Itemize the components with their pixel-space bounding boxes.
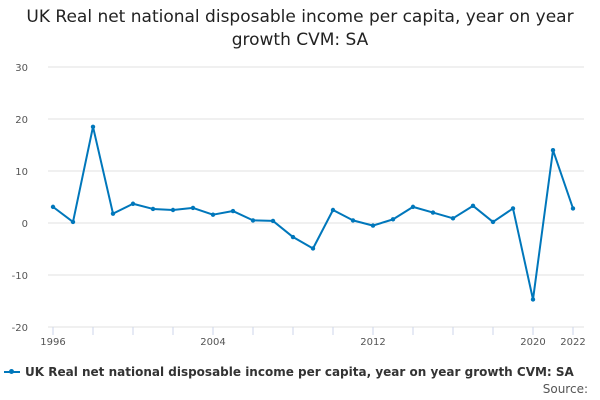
x-tick-label: 2022 — [560, 337, 585, 348]
data-point — [510, 206, 516, 211]
data-point — [290, 234, 296, 240]
y-tick-label: 10 — [15, 167, 28, 178]
x-tick-label: 2004 — [200, 337, 225, 348]
data-point — [350, 218, 356, 223]
legend-label: UK Real net national disposable income p… — [25, 365, 574, 379]
data-point — [330, 207, 336, 213]
y-tick-label: 30 — [15, 63, 28, 74]
y-tick-label: 20 — [15, 115, 28, 126]
data-point — [570, 206, 576, 211]
data-point — [270, 218, 276, 224]
data-point — [390, 217, 396, 222]
legend-swatch — [4, 369, 20, 374]
y-tick-label: -10 — [12, 271, 28, 282]
x-tick-label: 2020 — [520, 337, 545, 348]
data-point — [210, 212, 216, 217]
data-point — [470, 203, 476, 209]
source-label: Source: — [542, 382, 588, 396]
data-point — [110, 211, 116, 216]
data-point — [530, 297, 536, 302]
x-tick-label: 2012 — [360, 337, 385, 348]
data-point — [50, 204, 56, 210]
data-point — [410, 204, 416, 210]
data-point — [450, 216, 456, 221]
data-point — [170, 207, 176, 213]
data-point — [250, 218, 256, 223]
y-tick-label: -20 — [12, 323, 28, 334]
x-tick-label: 1996 — [40, 337, 65, 348]
series-line — [52, 125, 574, 301]
legend[interactable]: UK Real net national disposable income p… — [4, 365, 574, 379]
data-point — [130, 201, 136, 206]
data-point — [430, 210, 436, 215]
data-point — [190, 205, 196, 211]
chart-title: UK Real net national disposable income p… — [26, 7, 574, 50]
data-point — [150, 206, 156, 212]
data-point — [370, 223, 376, 228]
data-point — [70, 219, 76, 225]
data-point — [490, 219, 496, 225]
y-tick-label: 0 — [22, 219, 28, 230]
data-point — [90, 124, 96, 129]
data-point — [230, 208, 236, 214]
data-point — [550, 148, 556, 153]
data-point — [310, 246, 316, 251]
